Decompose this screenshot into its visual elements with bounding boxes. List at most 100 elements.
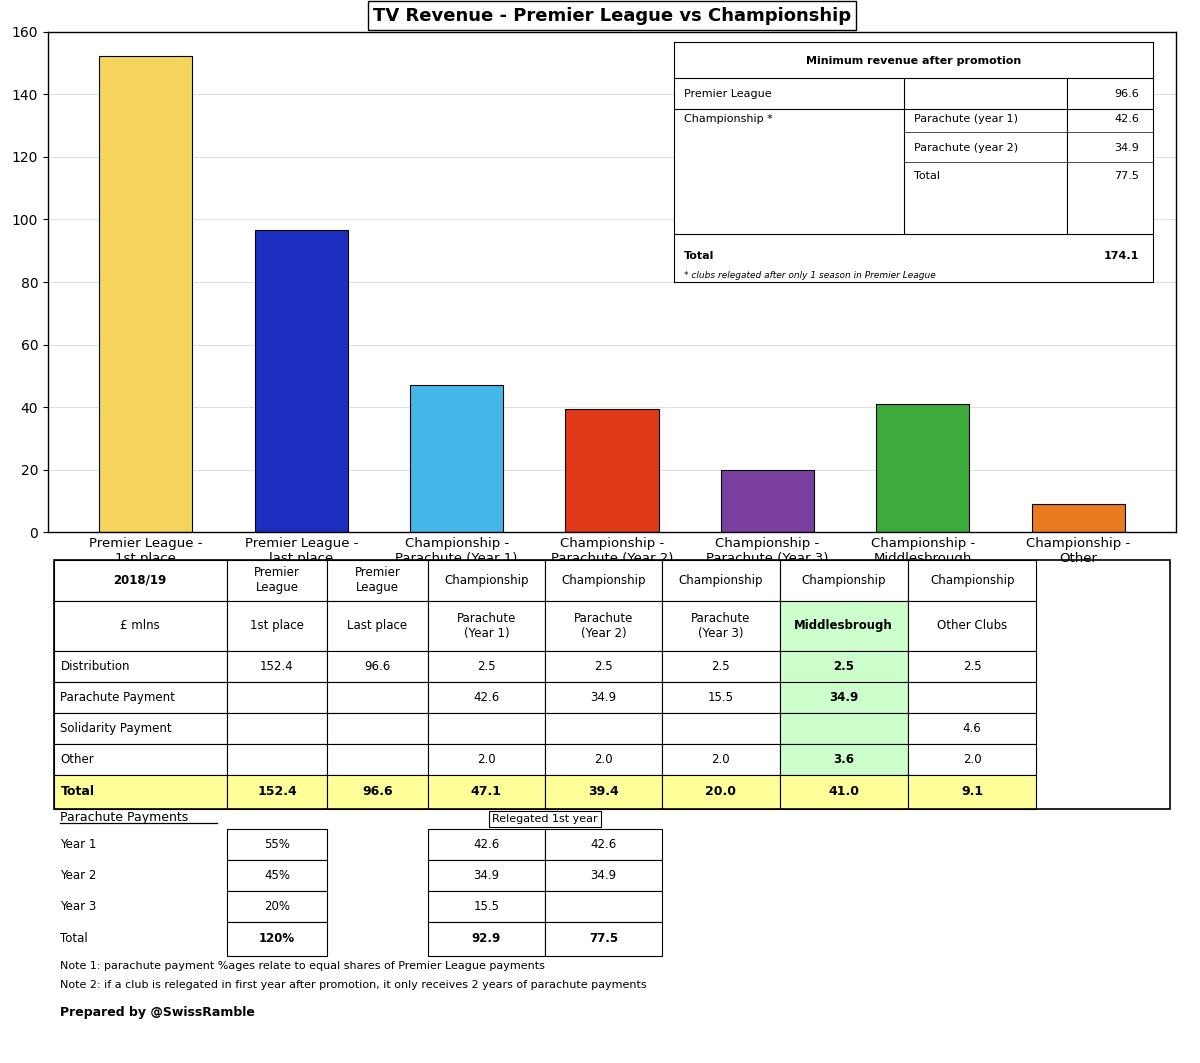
- Text: 42.6: 42.6: [473, 691, 499, 704]
- FancyBboxPatch shape: [545, 681, 662, 712]
- FancyBboxPatch shape: [908, 559, 1037, 601]
- Text: 2.5: 2.5: [478, 660, 496, 673]
- FancyBboxPatch shape: [545, 829, 662, 860]
- FancyBboxPatch shape: [427, 829, 545, 860]
- Text: Last place: Last place: [348, 619, 408, 632]
- Text: 45%: 45%: [264, 868, 290, 882]
- Text: £ mlns: £ mlns: [120, 619, 160, 632]
- Text: Premier
League: Premier League: [254, 567, 300, 594]
- FancyBboxPatch shape: [328, 681, 427, 712]
- FancyBboxPatch shape: [54, 651, 227, 681]
- Text: 1st place: 1st place: [250, 619, 304, 632]
- FancyBboxPatch shape: [227, 712, 328, 744]
- Bar: [254, 230, 348, 533]
- Text: 15.5: 15.5: [708, 691, 734, 704]
- Text: Premier
League: Premier League: [354, 567, 401, 594]
- Text: 2.0: 2.0: [962, 753, 982, 765]
- Text: 96.6: 96.6: [362, 786, 392, 798]
- Text: 96.6: 96.6: [365, 660, 391, 673]
- FancyBboxPatch shape: [545, 891, 662, 922]
- FancyBboxPatch shape: [780, 712, 908, 744]
- FancyBboxPatch shape: [545, 712, 662, 744]
- FancyBboxPatch shape: [427, 891, 545, 922]
- Text: Parachute
(Year 2): Parachute (Year 2): [574, 611, 634, 640]
- Text: Championship: Championship: [679, 574, 763, 587]
- Text: 34.9: 34.9: [829, 691, 858, 704]
- Text: 2.5: 2.5: [833, 660, 854, 673]
- FancyBboxPatch shape: [427, 712, 545, 744]
- FancyBboxPatch shape: [427, 651, 545, 681]
- Text: 2.5: 2.5: [594, 660, 613, 673]
- Text: 20%: 20%: [264, 899, 290, 913]
- Text: Parachute Payments: Parachute Payments: [60, 811, 188, 824]
- Text: 2.0: 2.0: [594, 753, 613, 765]
- FancyBboxPatch shape: [662, 559, 780, 601]
- FancyBboxPatch shape: [662, 681, 780, 712]
- FancyBboxPatch shape: [227, 651, 328, 681]
- FancyBboxPatch shape: [328, 744, 427, 775]
- FancyBboxPatch shape: [54, 712, 227, 744]
- FancyBboxPatch shape: [427, 860, 545, 891]
- Text: 2.0: 2.0: [712, 753, 730, 765]
- Text: 34.9: 34.9: [473, 868, 499, 882]
- FancyBboxPatch shape: [328, 775, 427, 809]
- FancyBboxPatch shape: [227, 601, 328, 651]
- Text: 2018/19: 2018/19: [114, 574, 167, 587]
- Text: 2.0: 2.0: [478, 753, 496, 765]
- Text: Middlesbrough: Middlesbrough: [794, 619, 893, 632]
- Text: 15.5: 15.5: [473, 899, 499, 913]
- Text: Total: Total: [60, 786, 95, 798]
- Text: Note 1: parachute payment %ages relate to equal shares of Premier League payment: Note 1: parachute payment %ages relate t…: [60, 961, 545, 972]
- FancyBboxPatch shape: [908, 712, 1037, 744]
- Text: Championship: Championship: [444, 574, 529, 587]
- Text: Championship: Championship: [802, 574, 886, 587]
- Bar: [410, 385, 503, 533]
- Text: 34.9: 34.9: [590, 691, 617, 704]
- FancyBboxPatch shape: [427, 922, 545, 956]
- Text: 152.4: 152.4: [257, 786, 296, 798]
- FancyBboxPatch shape: [427, 601, 545, 651]
- Text: Other: Other: [60, 753, 94, 765]
- FancyBboxPatch shape: [427, 559, 545, 601]
- FancyBboxPatch shape: [54, 601, 227, 651]
- FancyBboxPatch shape: [227, 775, 328, 809]
- FancyBboxPatch shape: [227, 744, 328, 775]
- Text: Other Clubs: Other Clubs: [937, 619, 1007, 632]
- FancyBboxPatch shape: [54, 775, 227, 809]
- Text: 34.9: 34.9: [590, 868, 617, 882]
- FancyBboxPatch shape: [427, 775, 545, 809]
- FancyBboxPatch shape: [54, 744, 227, 775]
- FancyBboxPatch shape: [780, 775, 908, 809]
- FancyBboxPatch shape: [227, 559, 328, 601]
- Text: Championship: Championship: [930, 574, 1014, 587]
- Text: 41.0: 41.0: [828, 786, 859, 798]
- FancyBboxPatch shape: [662, 744, 780, 775]
- FancyBboxPatch shape: [227, 860, 328, 891]
- Bar: [565, 409, 659, 533]
- Text: 47.1: 47.1: [470, 786, 502, 798]
- FancyBboxPatch shape: [545, 775, 662, 809]
- Text: Total: Total: [60, 932, 88, 945]
- Text: 152.4: 152.4: [260, 660, 294, 673]
- Text: Relegated 1st year: Relegated 1st year: [492, 814, 598, 824]
- Text: 42.6: 42.6: [473, 838, 499, 850]
- FancyBboxPatch shape: [662, 651, 780, 681]
- FancyBboxPatch shape: [662, 775, 780, 809]
- FancyBboxPatch shape: [908, 775, 1037, 809]
- FancyBboxPatch shape: [780, 681, 908, 712]
- Bar: [876, 404, 970, 533]
- FancyBboxPatch shape: [227, 922, 328, 956]
- Text: 120%: 120%: [259, 932, 295, 945]
- FancyBboxPatch shape: [780, 744, 908, 775]
- Text: 9.1: 9.1: [961, 786, 983, 798]
- FancyBboxPatch shape: [908, 681, 1037, 712]
- FancyBboxPatch shape: [908, 651, 1037, 681]
- Bar: [1032, 504, 1124, 533]
- FancyBboxPatch shape: [227, 891, 328, 922]
- FancyBboxPatch shape: [227, 829, 328, 860]
- Text: 92.9: 92.9: [472, 932, 500, 945]
- Text: Prepared by @SwissRamble: Prepared by @SwissRamble: [60, 1006, 256, 1018]
- FancyBboxPatch shape: [545, 860, 662, 891]
- FancyBboxPatch shape: [780, 559, 908, 601]
- Text: 2.5: 2.5: [712, 660, 730, 673]
